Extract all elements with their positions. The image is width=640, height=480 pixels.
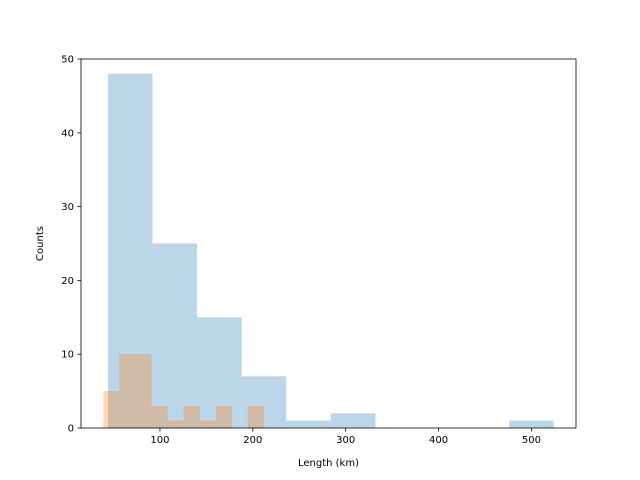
y-axis-label: Counts (35, 226, 46, 261)
histogram-bar (167, 420, 184, 428)
histogram-bar (103, 391, 120, 428)
y-tick-label: 50 (61, 55, 74, 66)
histogram-bar (199, 420, 216, 428)
x-tick-label: 500 (522, 435, 541, 446)
x-tick-label: 300 (336, 435, 355, 446)
histogram-bar (107, 73, 153, 428)
histogram-bar (151, 405, 168, 428)
histogram-bar (247, 405, 264, 428)
histogram-bar (330, 413, 376, 428)
histogram-bar (135, 354, 152, 428)
y-tick-label: 10 (61, 350, 74, 361)
y-tick-label: 20 (61, 276, 74, 287)
x-tick-label: 400 (429, 435, 448, 446)
plot-area (103, 73, 554, 428)
histogram-bar (197, 317, 242, 428)
histogram-bar (241, 376, 287, 428)
x-tick-label: 200 (243, 435, 262, 446)
y-tick-label: 30 (61, 202, 74, 213)
histogram-bar (286, 420, 331, 428)
histogram-bar (509, 420, 554, 428)
y-tick-label: 40 (61, 128, 74, 139)
histogram-bar (119, 354, 136, 428)
histogram-bar (152, 243, 198, 428)
y-tick-label: 0 (68, 424, 74, 435)
x-axis-label: Length (km) (298, 458, 359, 469)
histogram-bar (215, 405, 232, 428)
axes-frame (80, 58, 577, 429)
x-tick-label: 100 (150, 435, 169, 446)
histogram-bar (183, 405, 200, 428)
